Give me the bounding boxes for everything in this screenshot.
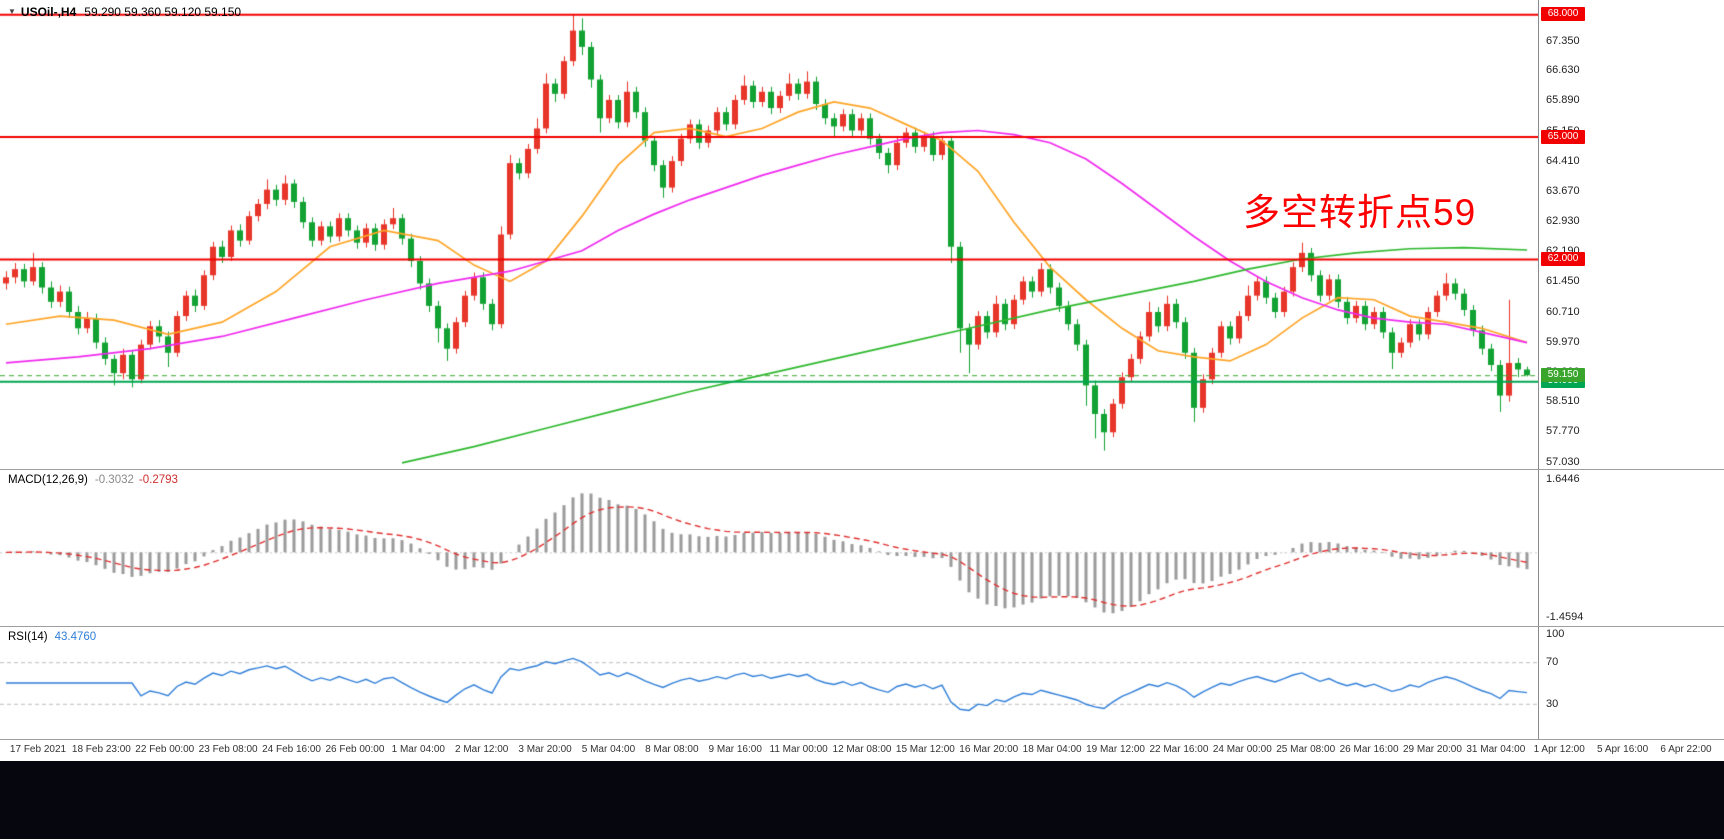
rsi-chart[interactable] [0,627,1538,739]
rsi-header: RSI(14) 43.4760 [8,631,96,643]
price-tick: 63.670 [1546,184,1580,197]
macd-label: MACD(12,26,9) [8,474,88,486]
bottom-bar [0,761,1724,839]
price-tick: 57.770 [1546,425,1580,438]
time-label: 5 Apr 16:00 [1597,744,1649,755]
time-label: 24 Mar 00:00 [1212,744,1272,755]
price-badge: 68.000 [1541,7,1585,22]
time-label: 1 Apr 12:00 [1533,744,1585,755]
price-tick: 62.930 [1546,215,1580,228]
time-label: 19 Mar 12:00 [1086,744,1145,755]
time-label: 23 Feb 08:00 [198,744,258,755]
time-label: 18 Feb 23:00 [71,744,131,755]
macd-panel: 1.6446 -1.4594 MACD(12,26,9) -0.3032 -0.27… [0,469,1724,626]
time-label: 5 Mar 04:00 [581,744,636,755]
price-tick: 66.630 [1546,64,1580,77]
rsi-value: 43.4760 [54,631,97,643]
time-label: 8 Mar 08:00 [645,744,699,755]
price-tick: 58.510 [1546,395,1580,408]
macd-scale-max: 1.6446 [1546,473,1580,485]
time-label: 29 Mar 20:00 [1402,744,1462,755]
time-axis[interactable]: 17 Feb 2021 18 Feb 23:00 22 Feb 00:00 23 Fe… [0,739,1724,761]
time-label: 22 Feb 00:00 [135,744,195,755]
price-tick: 57.030 [1546,455,1580,468]
time-label: 12 Mar 08:00 [832,744,892,755]
rsi-scale-label: 30 [1546,697,1559,710]
time-label: 25 Mar 08:00 [1276,744,1336,755]
macd-scale[interactable]: 1.6446 -1.4594 [1538,470,1724,626]
price-tick: 64.410 [1546,154,1580,167]
time-label: 1 Mar 04:00 [391,744,445,755]
rsi-scale[interactable]: 100 70 30 [1538,627,1724,739]
macd-chart[interactable] [0,470,1538,626]
time-label: 9 Mar 16:00 [708,744,762,755]
time-label: 18 Mar 04:00 [1022,744,1082,755]
price-tick: 61.450 [1546,275,1580,288]
time-label: 16 Mar 20:00 [959,744,1019,755]
time-label: 2 Mar 12:00 [455,744,509,755]
time-label: 22 Mar 16:00 [1149,744,1209,755]
rsi-label: RSI(14) [8,631,48,643]
price-scale[interactable]: 68.00067.35066.63065.89065.15064.41063.6… [1538,0,1724,469]
rsi-scale-label: 70 [1546,656,1559,669]
price-tick: 65.890 [1546,94,1580,107]
symbol-dropdown-icon[interactable]: ▼ [8,7,16,16]
rsi-scale-label: 100 [1546,628,1565,640]
time-label: 11 Mar 00:00 [769,744,828,755]
price-tick: 60.710 [1546,305,1580,318]
time-label: 15 Mar 12:00 [895,744,955,755]
chart-annotation: 多空转折点59 [1243,192,1477,233]
macd-value: -0.3032 [94,474,134,486]
chart-header: ▼ USOil-,H4 59.290 59.360 59.120 59.150 [8,5,241,19]
time-label: 26 Mar 16:00 [1339,744,1399,755]
time-label: 17 Feb 2021 [9,744,67,755]
time-label: 24 Feb 16:00 [262,744,321,755]
time-label: 3 Mar 20:00 [518,744,572,755]
price-chart-panel: 68.00067.35066.63065.89065.15064.41063.6… [0,0,1724,469]
macd-header: MACD(12,26,9) -0.3032 -0.2793 [8,474,178,486]
price-tick: 67.350 [1546,34,1580,47]
symbol-timeframe-label: USOil-,H4 [20,5,77,19]
candlestick-chart[interactable] [0,0,1538,469]
time-label: 26 Feb 00:00 [325,744,385,755]
ohlc-values: 59.290 59.360 59.120 59.150 [84,5,242,19]
time-label: 6 Apr 22:00 [1660,744,1712,755]
time-label: 31 Mar 04:00 [1466,744,1526,755]
rsi-panel: 100 70 30 RSI(14) 43.4760 [0,626,1724,739]
price-badge: 65.000 [1541,129,1585,144]
price-tick: 59.970 [1546,335,1580,348]
price-badge: 62.000 [1541,251,1585,266]
macd-scale-min: -1.4594 [1546,611,1584,623]
macd-signal-value: -0.2793 [138,474,178,486]
price-badge: 59.150 [1541,368,1585,383]
